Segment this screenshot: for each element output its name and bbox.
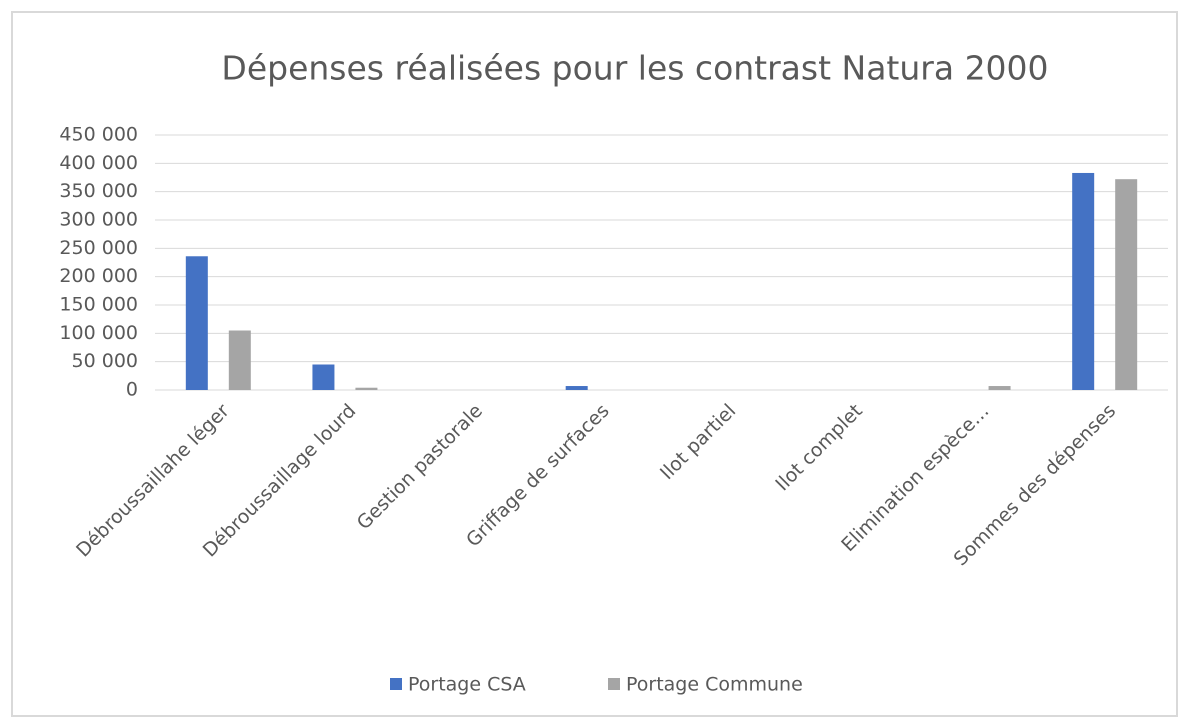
y-tick-label: 450 000 — [59, 124, 138, 146]
bar — [1115, 179, 1138, 390]
bar — [312, 364, 335, 390]
chart-title: Dépenses réalisées pour les contrast Nat… — [221, 49, 1048, 88]
y-tick-label: 50 000 — [72, 350, 138, 372]
y-tick-label: 250 000 — [59, 237, 138, 259]
bar — [1072, 172, 1095, 390]
legend-swatch — [608, 678, 620, 690]
bar — [355, 387, 378, 390]
y-tick-label: 300 000 — [59, 209, 138, 231]
legend-swatch — [390, 678, 402, 690]
legend-label: Portage Commune — [626, 674, 803, 696]
y-tick-label: 400 000 — [59, 152, 138, 174]
y-tick-label: 150 000 — [59, 294, 138, 316]
bar — [565, 386, 588, 390]
y-tick-label: 200 000 — [59, 265, 138, 287]
bar — [228, 330, 251, 390]
bar — [988, 386, 1011, 390]
y-tick-label: 0 — [126, 379, 138, 401]
y-tick-label: 350 000 — [59, 180, 138, 202]
y-tick-label: 100 000 — [59, 322, 138, 344]
bar — [185, 256, 208, 390]
legend-label: Portage CSA — [408, 674, 526, 696]
